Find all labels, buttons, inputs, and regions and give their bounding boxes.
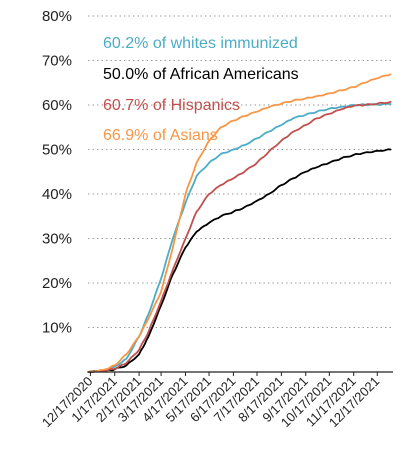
series-line	[87, 148, 392, 373]
y-axis-tick-labels: 10% 20% 30% 40% 50% 60% 70% 80%	[42, 8, 72, 337]
series-annotation: 50.0% of African Americans	[103, 66, 299, 83]
annotations: 60.2% of whites immunized 50.0% of Africa…	[103, 35, 299, 144]
y-tick-label: 30%	[42, 231, 72, 248]
y-tick-label: 80%	[42, 8, 72, 25]
y-tick-label: 60%	[42, 97, 72, 114]
gridlines	[88, 15, 393, 328]
x-axis	[88, 371, 393, 376]
y-tick-label: 10%	[42, 320, 72, 337]
series-line	[87, 73, 392, 373]
series-annotation: 60.7% of Hispanics	[103, 97, 240, 114]
y-tick-label: 50%	[42, 142, 72, 159]
y-tick-label: 40%	[42, 186, 72, 203]
x-axis-tick-labels: 12/17/20201/17/20212/17/20213/17/20214/1…	[39, 374, 383, 431]
series-annotation: 60.2% of whites immunized	[103, 35, 298, 52]
series-lines	[87, 73, 392, 374]
y-tick-label: 70%	[42, 53, 72, 70]
series-annotation: 66.9% of Asians	[103, 127, 218, 144]
y-tick-label: 20%	[42, 275, 72, 292]
series-line	[87, 101, 392, 374]
